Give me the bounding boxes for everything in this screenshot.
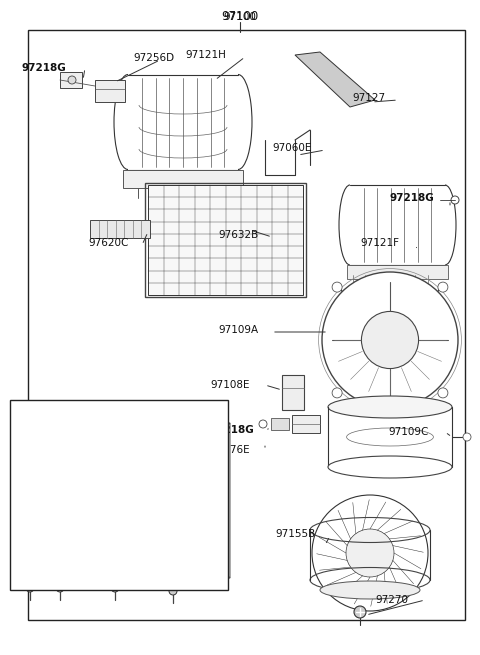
Ellipse shape — [320, 581, 420, 599]
Polygon shape — [215, 423, 230, 578]
Polygon shape — [20, 563, 230, 578]
Circle shape — [29, 569, 37, 577]
Circle shape — [259, 420, 267, 428]
Bar — [90, 220, 150, 238]
Text: 97155B: 97155B — [275, 529, 315, 539]
Circle shape — [128, 498, 152, 522]
Text: 97121H: 97121H — [185, 50, 226, 60]
Bar — [347, 265, 448, 279]
Circle shape — [110, 480, 170, 540]
Ellipse shape — [328, 456, 452, 478]
Circle shape — [438, 388, 448, 398]
Bar — [145, 183, 306, 297]
Text: 97256D: 97256D — [133, 53, 174, 63]
Polygon shape — [295, 52, 375, 107]
Bar — [10, 400, 228, 590]
Text: 97100: 97100 — [224, 12, 256, 22]
Bar — [123, 170, 243, 188]
Circle shape — [332, 282, 342, 292]
Text: 97218G: 97218G — [22, 63, 67, 73]
Text: 1125KF: 1125KF — [41, 545, 80, 555]
Bar — [148, 185, 303, 295]
Circle shape — [166, 571, 174, 579]
Circle shape — [56, 584, 64, 592]
Ellipse shape — [328, 396, 452, 418]
Bar — [292, 415, 320, 433]
Text: 97218G: 97218G — [210, 425, 255, 435]
Circle shape — [111, 584, 119, 592]
Polygon shape — [20, 423, 230, 438]
Circle shape — [346, 529, 394, 577]
Text: 97060E: 97060E — [272, 143, 312, 153]
Circle shape — [354, 606, 366, 618]
Circle shape — [312, 495, 428, 611]
Text: 97176E: 97176E — [210, 445, 250, 455]
Text: 97270: 97270 — [375, 595, 408, 605]
Text: 97218G: 97218G — [390, 193, 435, 203]
Circle shape — [171, 431, 179, 439]
Text: 97620C: 97620C — [88, 238, 128, 248]
Bar — [282, 375, 304, 410]
Text: 97121F: 97121F — [360, 238, 399, 248]
Circle shape — [451, 196, 459, 204]
Circle shape — [68, 76, 76, 84]
Circle shape — [361, 311, 419, 369]
Text: 97109C: 97109C — [388, 427, 428, 437]
Bar — [95, 80, 125, 102]
Circle shape — [29, 544, 37, 552]
Circle shape — [71, 571, 79, 579]
Text: 1018AD: 1018AD — [97, 545, 139, 555]
Text: 97100: 97100 — [221, 10, 259, 23]
Text: 97109A: 97109A — [218, 325, 258, 335]
Circle shape — [26, 584, 34, 592]
Text: 1125KF: 1125KF — [139, 565, 178, 575]
Circle shape — [438, 282, 448, 292]
Circle shape — [332, 388, 342, 398]
Polygon shape — [20, 423, 25, 578]
Bar — [271, 418, 289, 430]
Text: 97127: 97127 — [352, 93, 385, 103]
Text: 1125GB: 1125GB — [15, 529, 57, 539]
Text: 97632B: 97632B — [218, 230, 258, 240]
Circle shape — [322, 272, 458, 408]
Text: 1338AC: 1338AC — [168, 418, 209, 428]
Text: 97108E: 97108E — [210, 380, 250, 390]
Circle shape — [463, 433, 471, 441]
Circle shape — [169, 587, 177, 595]
Circle shape — [131, 576, 139, 584]
Bar — [60, 72, 82, 88]
